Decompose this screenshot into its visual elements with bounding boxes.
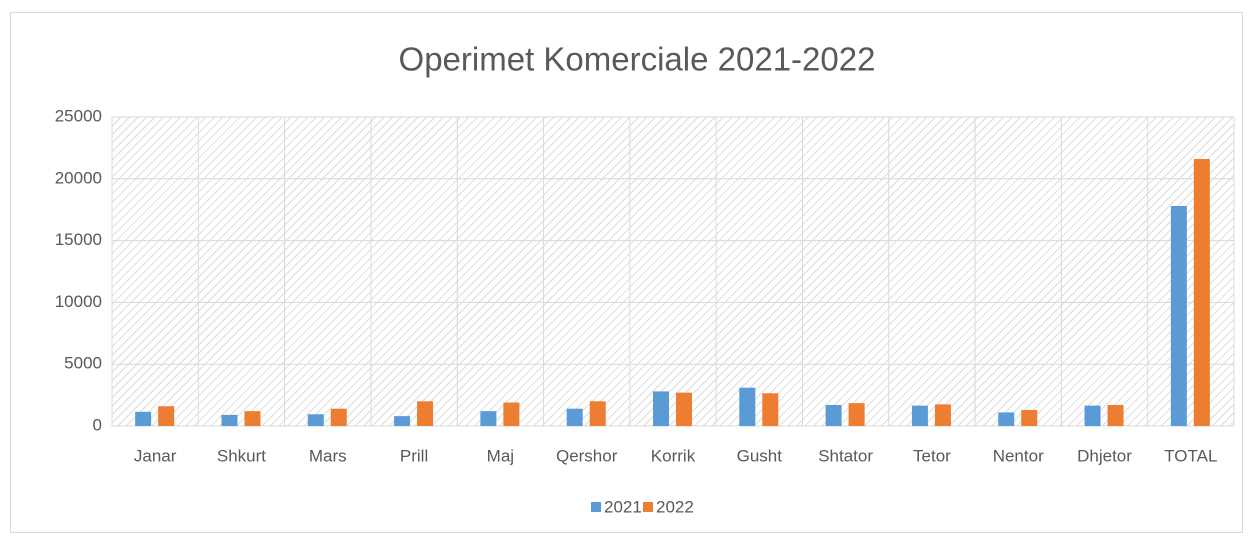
bar [653, 391, 669, 426]
x-tick-label: TOTAL [1164, 446, 1217, 465]
bar [135, 411, 152, 426]
bar [934, 404, 951, 426]
bar [739, 387, 756, 426]
x-tick-label: Dhjetor [1077, 446, 1132, 465]
bar [307, 414, 324, 426]
bar [911, 405, 928, 426]
y-tick-label: 25000 [55, 106, 102, 125]
plot-area [112, 117, 1234, 426]
legend-swatch [643, 502, 653, 512]
bar [330, 408, 347, 426]
bar [503, 402, 520, 426]
bar [394, 416, 411, 426]
legend-label: 2021 [604, 497, 642, 516]
bar [998, 412, 1015, 426]
x-tick-label: Janar [134, 446, 177, 465]
x-tick-label: Tetor [913, 446, 951, 465]
x-tick-label: Nentor [993, 446, 1044, 465]
bar [221, 414, 238, 426]
bar [848, 403, 865, 426]
x-tick-label: Mars [309, 446, 347, 465]
x-tick-label: Shkurt [217, 446, 266, 465]
bar [480, 411, 497, 426]
y-tick-label: 15000 [55, 230, 102, 249]
bar [1170, 205, 1187, 426]
y-tick-label: 0 [93, 415, 102, 434]
bar [1193, 159, 1210, 427]
bar [417, 401, 434, 426]
y-tick-label: 5000 [64, 354, 102, 373]
bar [566, 408, 583, 426]
bar [762, 393, 779, 426]
x-tick-label: Qershor [556, 446, 618, 465]
bar [1021, 409, 1038, 426]
bar [244, 411, 261, 426]
bar [1084, 405, 1101, 426]
bar [676, 392, 692, 426]
bar [825, 404, 842, 426]
x-tick-label: Korrik [651, 446, 696, 465]
x-tick-label: Shtator [818, 446, 873, 465]
legend-label: 2022 [656, 497, 694, 516]
x-tick-label: Prill [400, 446, 428, 465]
bar [1107, 404, 1124, 426]
legend-swatch [591, 502, 601, 512]
x-tick-label: Maj [487, 446, 514, 465]
bar [589, 401, 606, 426]
x-tick-label: Gusht [737, 446, 783, 465]
y-tick-label: 20000 [55, 168, 102, 187]
y-tick-label: 10000 [55, 292, 102, 311]
chart-title: Operimet Komerciale 2021-2022 [399, 41, 876, 78]
bar [158, 406, 175, 426]
